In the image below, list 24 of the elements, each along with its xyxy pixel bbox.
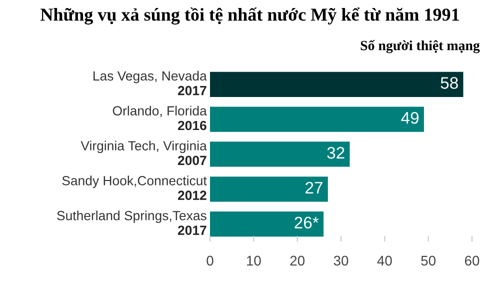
data-label: 49 — [401, 112, 419, 124]
x-tick-label: 10 — [247, 256, 261, 266]
y-tick-label: Sandy Hook,Connecticut 2012 — [62, 176, 207, 200]
x-tick-label: 50 — [421, 256, 436, 266]
data-label: 32 — [327, 146, 344, 159]
data-label: 26* — [294, 216, 319, 229]
chart-title: Những vụ xả súng tồi tệ nhất nước Mỹ kể từ năm 1991 — [40, 7, 459, 25]
bar — [210, 106, 424, 132]
data-label: 27 — [306, 182, 322, 194]
x-tick-label: 20 — [290, 256, 305, 266]
x-tick-label: 40 — [377, 256, 392, 266]
chart-subtitle: Số người thiệt mạng — [360, 40, 480, 54]
bar — [210, 142, 350, 167]
bar — [210, 72, 464, 97]
x-tick-label: 0 — [206, 256, 214, 266]
bar — [210, 212, 324, 237]
x-tick-label: 60 — [464, 256, 480, 266]
bar — [210, 176, 328, 202]
x-tick-label: 30 — [334, 256, 348, 266]
y-tick-label: Las Vegas, Nevada 2017 — [94, 70, 207, 96]
y-tick-label: Orlando, Florida 2016 — [112, 106, 207, 130]
y-tick-label: Sutherland Springs,Texas 2017 — [57, 210, 206, 235]
y-tick-label: Virginia Tech, Virginia 2007 — [80, 140, 207, 166]
data-label: 58 — [440, 77, 458, 89]
